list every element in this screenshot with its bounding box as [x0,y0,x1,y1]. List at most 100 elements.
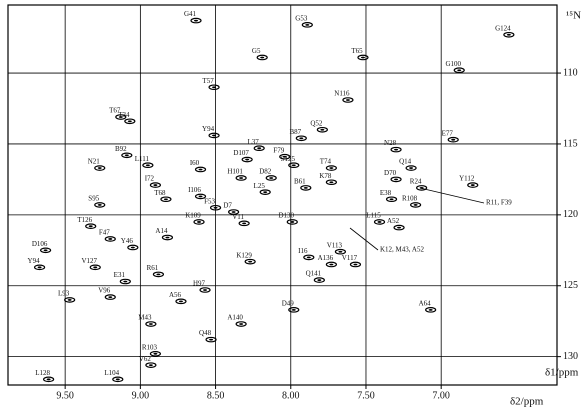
annotation-leader [349,227,379,251]
peak-label: H97 [193,280,206,288]
peak-core [470,184,475,186]
peak-core [306,256,311,259]
peak-label: I106 [188,186,201,194]
peak-label: I72 [145,175,155,183]
peak [301,22,313,28]
peak [94,165,106,171]
x-tick-label: 9.50 [56,390,74,401]
peak [244,258,256,265]
annotation-leader [419,187,485,204]
peak [194,193,207,200]
peak-core [231,211,236,213]
peak-core [163,198,168,201]
peak [89,264,101,271]
peak [288,162,300,169]
peak-core [394,178,399,181]
peak-label: G53 [295,14,308,22]
y-tick-label: 125 [563,280,578,291]
peak [121,152,133,159]
peak-label: V62 [139,355,152,363]
peak-label: L25 [254,182,266,190]
peak [373,219,386,225]
peak-label: T126 [77,216,92,224]
peak-core [97,167,102,169]
peak-core [317,279,322,281]
peak [334,248,347,255]
peak-core [409,167,414,169]
peak-core [248,260,253,263]
peak-core [93,266,98,269]
peak-label: D107 [233,149,249,157]
peak-core [394,148,399,151]
peak [193,219,205,225]
peak-core [260,56,265,59]
peak [194,166,207,173]
peak-core [329,167,334,169]
peak [390,176,402,183]
peak [256,54,268,61]
peak-core [389,198,394,201]
peak [40,247,52,254]
peak-core [282,155,287,158]
peak [33,264,46,271]
peak-label: R108 [402,195,418,203]
peak [43,376,55,383]
peak [209,204,222,211]
peak-label: A52 [387,217,400,225]
peak-label: L93 [58,290,70,298]
peak [119,278,131,285]
peak [325,261,337,268]
peak [325,165,337,171]
peak-core [67,299,72,301]
peak [235,321,247,327]
peak-label: A64 [419,299,432,307]
peak [241,156,253,163]
peak-label: T74 [320,158,332,166]
peak-core [291,164,296,167]
peak-label: B92 [115,145,127,153]
peak-core [198,168,203,171]
y-axis-label: δ1/ppm [545,367,579,379]
peak [127,244,139,251]
peak-label: V11 [232,213,244,221]
peak-label: N21 [88,158,101,166]
y-tick-label: 115 [563,138,578,149]
peak-label: R103 [142,343,158,351]
peak-label: B87 [289,128,301,136]
peak-core [397,226,402,229]
peak [64,297,76,303]
peak [410,202,422,208]
annotation: R11, F39 [486,199,512,207]
peak-core [194,19,199,22]
peak-core [124,154,129,157]
peak [149,182,162,188]
peak-label: N116 [334,90,350,98]
peak-label: V96 [98,287,111,295]
peak [175,298,187,305]
peak-core [290,221,295,223]
peak-label: Q48 [199,329,212,337]
peak [453,67,465,74]
peak-label: G100 [445,60,461,68]
peak-core [153,184,158,186]
peak-core [145,164,150,167]
peak-label: D70 [384,169,397,177]
peak-core [242,222,247,225]
peak-label: R61 [147,264,159,272]
peak [104,294,116,300]
peak-label: Y94 [202,125,215,133]
peak-label: V113 [327,241,343,249]
peak-core [413,204,418,206]
peak [316,126,328,133]
peak-core [118,116,123,118]
peak [288,307,300,313]
peak-label: F53 [204,197,215,205]
peak-core [239,177,244,179]
peak [160,196,172,203]
peak-label: E77 [442,129,454,137]
peak-label: T34 [118,111,130,119]
peak-core [305,23,310,26]
peak [161,234,174,241]
peak [467,182,479,188]
